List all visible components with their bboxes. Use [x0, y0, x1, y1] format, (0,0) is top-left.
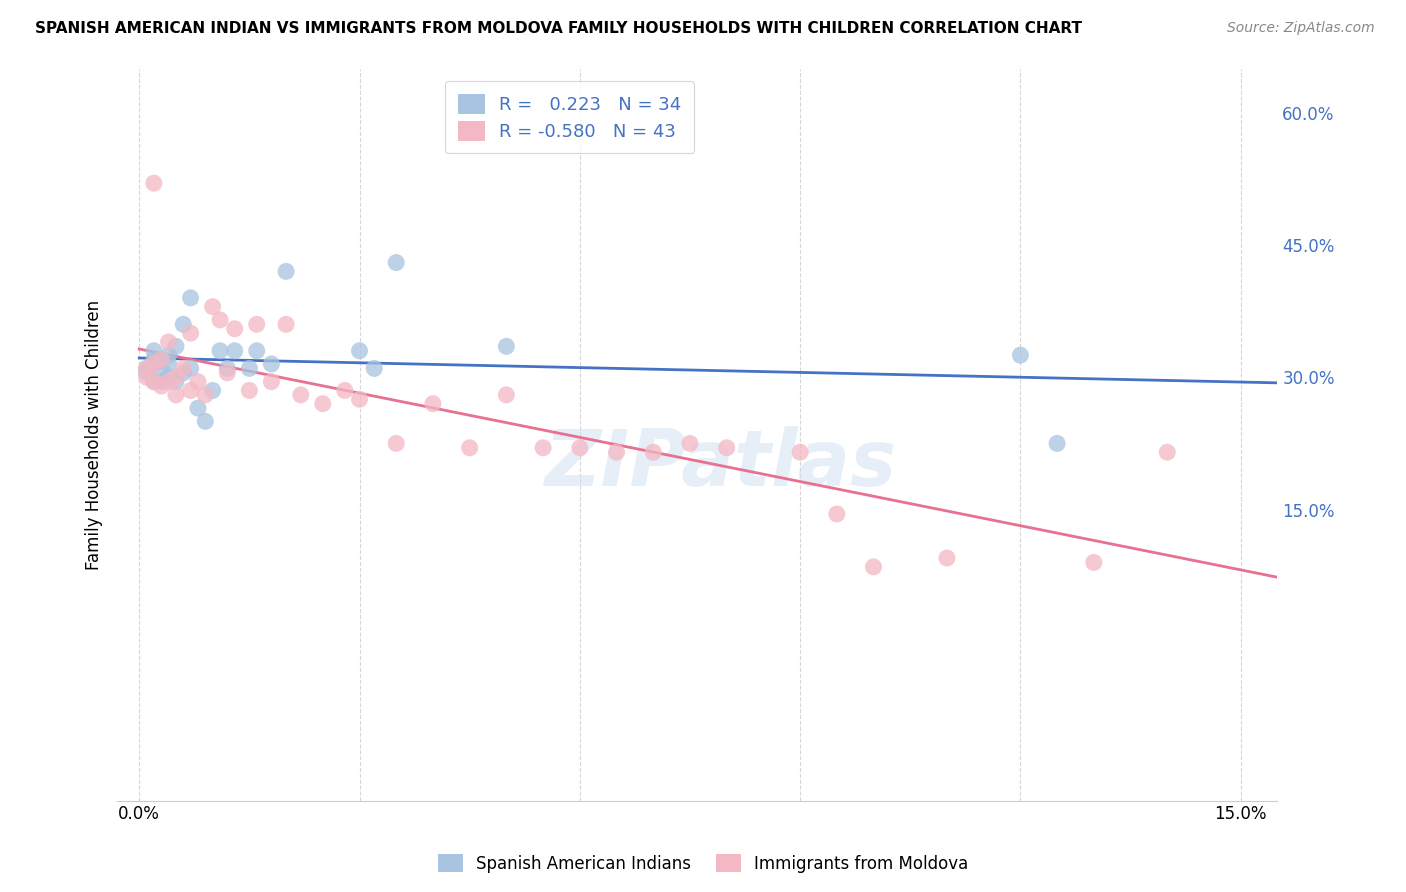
Point [274, 264, 297, 278]
Point [495, 388, 517, 402]
Point [150, 361, 173, 376]
Point [180, 326, 202, 340]
Point [135, 370, 157, 384]
Point [157, 375, 180, 389]
Point [142, 352, 165, 367]
Point [142, 375, 165, 389]
Point [142, 375, 165, 389]
Point [172, 318, 194, 332]
Point [150, 379, 173, 393]
Point [679, 436, 702, 450]
Point [363, 361, 385, 376]
Point [862, 560, 884, 574]
Point [165, 370, 187, 384]
Point [142, 343, 165, 358]
Y-axis label: Family Households with Children: Family Households with Children [86, 300, 103, 570]
Point [194, 414, 217, 428]
Legend: Spanish American Indians, Immigrants from Moldova: Spanish American Indians, Immigrants fro… [430, 847, 976, 880]
Text: Source: ZipAtlas.com: Source: ZipAtlas.com [1227, 21, 1375, 35]
Point [260, 357, 283, 371]
Point [157, 370, 180, 384]
Point [605, 445, 627, 459]
Point [789, 445, 811, 459]
Point [180, 291, 202, 305]
Point [135, 366, 157, 380]
Point [333, 384, 356, 398]
Point [172, 366, 194, 380]
Point [825, 507, 848, 521]
Point [208, 313, 231, 327]
Point [495, 339, 517, 353]
Legend: R =   0.223   N = 34, R = -0.580   N = 43: R = 0.223 N = 34, R = -0.580 N = 43 [446, 81, 695, 153]
Point [716, 441, 738, 455]
Point [224, 343, 246, 358]
Point [385, 436, 408, 450]
Point [1156, 445, 1178, 459]
Point [260, 375, 283, 389]
Point [531, 441, 554, 455]
Point [201, 384, 224, 398]
Point [238, 384, 260, 398]
Point [217, 361, 239, 376]
Point [142, 357, 165, 371]
Point [194, 388, 217, 402]
Point [1010, 348, 1032, 362]
Point [157, 334, 180, 349]
Point [180, 361, 202, 376]
Text: SPANISH AMERICAN INDIAN VS IMMIGRANTS FROM MOLDOVA FAMILY HOUSEHOLDS WITH CHILDR: SPANISH AMERICAN INDIAN VS IMMIGRANTS FR… [35, 21, 1083, 36]
Point [187, 401, 209, 416]
Point [238, 361, 260, 376]
Point [201, 300, 224, 314]
Point [936, 551, 959, 566]
Point [422, 397, 444, 411]
Point [290, 388, 312, 402]
Point [217, 366, 239, 380]
Point [142, 176, 165, 190]
Point [165, 339, 187, 353]
Point [1046, 436, 1069, 450]
Point [246, 343, 269, 358]
Point [208, 343, 231, 358]
Point [172, 361, 194, 376]
Point [135, 361, 157, 376]
Point [180, 384, 202, 398]
Point [157, 348, 180, 362]
Point [150, 352, 173, 367]
Point [349, 343, 371, 358]
Point [224, 322, 246, 336]
Point [165, 388, 187, 402]
Point [142, 357, 165, 371]
Point [568, 441, 591, 455]
Point [349, 392, 371, 407]
Point [1083, 556, 1105, 570]
Point [458, 441, 481, 455]
Text: ZIPatlas: ZIPatlas [544, 425, 897, 502]
Point [150, 352, 173, 367]
Point [150, 375, 173, 389]
Point [274, 318, 297, 332]
Point [165, 375, 187, 389]
Point [135, 361, 157, 376]
Point [385, 255, 408, 269]
Point [643, 445, 665, 459]
Point [246, 318, 269, 332]
Point [312, 397, 335, 411]
Point [157, 357, 180, 371]
Point [187, 375, 209, 389]
